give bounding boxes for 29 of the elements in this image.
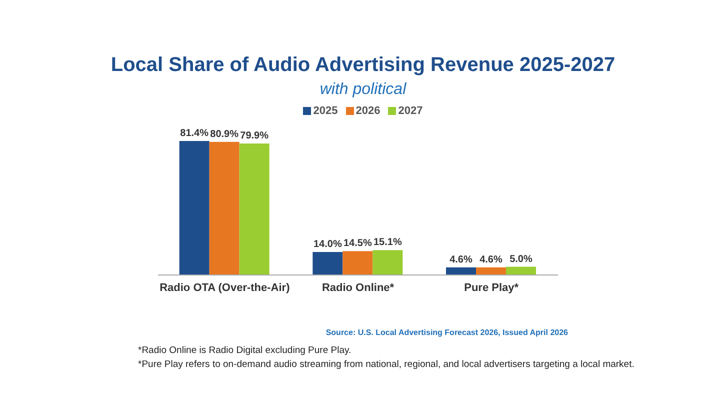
bar <box>179 141 210 275</box>
text: *Radio Online is Radio Digital excluding Pure Play. <box>138 344 352 358</box>
data-label: 14.5% <box>343 238 372 250</box>
bar <box>312 252 343 275</box>
x-tick-label: Pure Play* <box>464 282 520 294</box>
source-note: Source: U.S. Local Advertising Forecast 2026, Issued April 2026 <box>326 328 568 337</box>
x-tick-label: Radio OTA (Over-the-Air) <box>160 282 290 294</box>
legend-label: 2027 <box>397 104 423 119</box>
bar <box>506 266 536 275</box>
x-tick-label: Radio Online* <box>322 282 395 294</box>
data-label: 14.0% <box>313 238 342 250</box>
bar <box>446 267 476 275</box>
legend-label: 2026 <box>354 104 380 119</box>
text: *Pure Play refers to on-demand audio streaming from national, regional, and local advertisers targeting a local market. <box>138 358 636 372</box>
legend-label: 2025 <box>312 104 338 119</box>
data-label: 15.1% <box>373 237 402 248</box>
chart-subtitle: with political <box>318 81 408 99</box>
bar <box>239 143 270 275</box>
data-label: 80.9% <box>210 128 239 140</box>
data-label: 4.6% <box>480 254 503 266</box>
data-label: 81.4% <box>180 128 209 139</box>
bar <box>476 267 506 275</box>
data-label: 5.0% <box>510 254 533 265</box>
bar <box>372 250 403 275</box>
data-label: 4.6% <box>450 254 473 266</box>
data-label: 79.9% <box>240 130 269 142</box>
chart-title: Local Share of Audio Advertising Revenue 2025-2027 <box>110 53 616 77</box>
bar <box>342 251 373 275</box>
bar <box>209 142 240 275</box>
